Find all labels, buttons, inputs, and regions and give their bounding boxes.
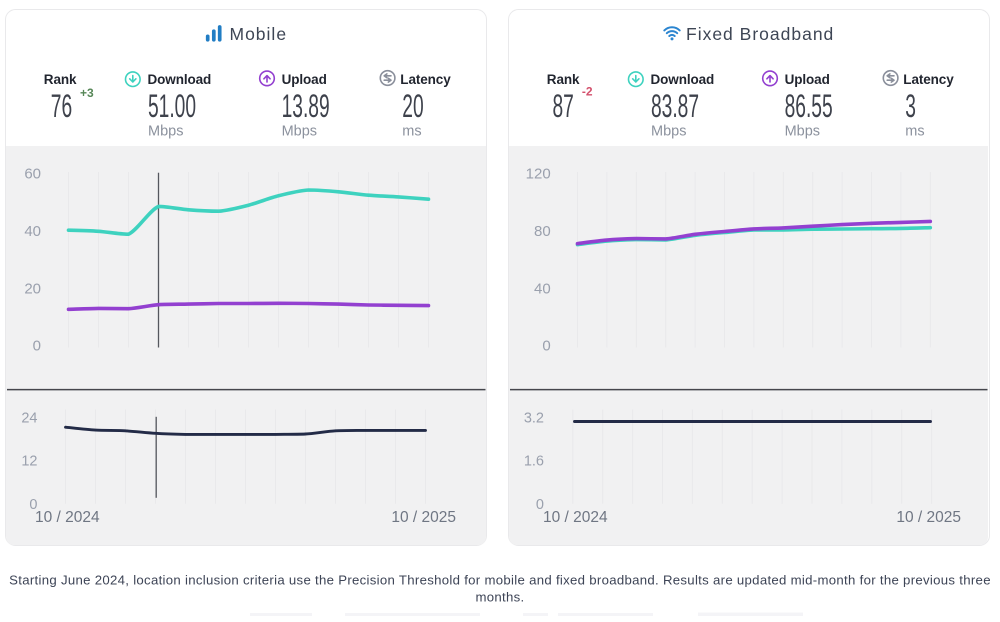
svg-text:Mbps: Mbps	[651, 123, 686, 139]
svg-text:12: 12	[21, 454, 37, 470]
svg-text:Upload: Upload	[282, 72, 327, 87]
svg-text:-2: -2	[582, 85, 593, 99]
svg-text:51.00: 51.00	[148, 88, 196, 124]
svg-text:76: 76	[51, 88, 72, 124]
svg-text:60: 60	[24, 166, 41, 183]
svg-text:86.55: 86.55	[785, 88, 833, 124]
svg-text:0: 0	[29, 497, 37, 513]
svg-text:120: 120	[526, 166, 551, 183]
svg-text:ms: ms	[905, 123, 924, 139]
svg-text:87: 87	[553, 88, 574, 124]
svg-text:3: 3	[905, 88, 916, 124]
svg-text:10 / 2025: 10 / 2025	[391, 509, 456, 526]
svg-text:10 / 2024: 10 / 2024	[543, 509, 608, 526]
svg-text:0: 0	[33, 338, 41, 355]
svg-text:Upload: Upload	[785, 72, 830, 87]
svg-text:Mobile: Mobile	[230, 24, 288, 44]
svg-text:1.6: 1.6	[524, 454, 544, 470]
svg-text:Latency: Latency	[400, 72, 451, 87]
svg-text:80: 80	[534, 223, 551, 240]
svg-text:10 / 2025: 10 / 2025	[896, 509, 961, 526]
svg-text:Starting June 2024, location i: Starting June 2024, location inclusion c…	[9, 573, 991, 588]
svg-text:Rank: Rank	[547, 72, 580, 87]
svg-text:13.89: 13.89	[282, 88, 330, 124]
svg-text:ms: ms	[402, 123, 421, 139]
svg-text:months.: months.	[475, 590, 524, 605]
svg-text:20: 20	[402, 88, 423, 124]
svg-text:Download: Download	[651, 72, 715, 87]
svg-text:24: 24	[21, 411, 37, 427]
svg-text:+3: +3	[80, 86, 94, 100]
svg-text:Mbps: Mbps	[148, 123, 183, 139]
svg-text:Mbps: Mbps	[785, 123, 820, 139]
svg-text:40: 40	[24, 223, 41, 240]
svg-text:Rank: Rank	[44, 72, 77, 87]
svg-text:Download: Download	[148, 72, 212, 87]
svg-text:0: 0	[536, 497, 544, 513]
svg-text:20: 20	[24, 280, 41, 297]
svg-text:3.2: 3.2	[524, 411, 544, 427]
svg-text:0: 0	[542, 338, 550, 355]
svg-text:Mbps: Mbps	[282, 123, 317, 139]
svg-text:10 / 2024: 10 / 2024	[35, 509, 100, 526]
svg-text:Latency: Latency	[903, 72, 954, 87]
svg-text:Fixed Broadband: Fixed Broadband	[686, 24, 834, 44]
svg-text:83.87: 83.87	[651, 88, 699, 124]
svg-text:40: 40	[534, 280, 551, 297]
